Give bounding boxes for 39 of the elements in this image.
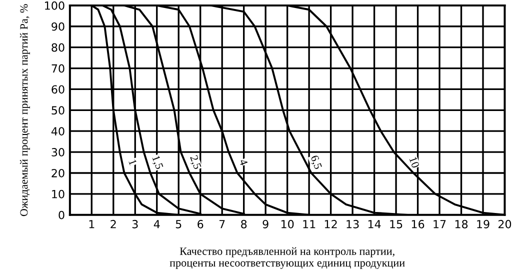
y-tick-label: 30 (52, 148, 64, 156)
y-axis-title: Ожидаемый процент принятых партий Pa, % (20, 4, 30, 216)
x-tick-label: 4 (154, 220, 160, 228)
x-tick-label: 12 (324, 220, 337, 228)
y-tick-label: 80 (52, 43, 64, 52)
x-tick-label: 11 (303, 220, 316, 228)
x-tick-label: 19 (477, 220, 490, 228)
y-tick-label: 100 (45, 1, 64, 10)
x-tick-label: 3 (132, 220, 138, 228)
text: 1,5 (150, 155, 164, 170)
y-tick-label: 40 (51, 127, 64, 136)
y-tick-label: 20 (52, 168, 64, 178)
text: 6,5 (309, 154, 322, 170)
x-tick-label: 14 (368, 220, 381, 228)
text: 4 (239, 158, 248, 166)
y-tick-label: 70 (52, 64, 64, 73)
text: 10 (409, 156, 420, 168)
x-tick-label: 17 (434, 220, 446, 228)
x-tick-label: 2 (110, 220, 116, 228)
x-tick-label: 5 (176, 220, 182, 228)
x-tick-label: 7 (219, 220, 225, 228)
y-tick-label: 0 (58, 210, 64, 220)
y-tick-label: 50 (52, 106, 64, 115)
y-tick-label: 60 (52, 85, 64, 94)
x-tick-label: 1 (89, 220, 94, 228)
x-tick-label: 15 (390, 220, 402, 228)
x-tick-label: 6 (198, 220, 204, 228)
y-tick-label: 90 (52, 22, 64, 31)
y-tick-label: 10 (52, 190, 64, 198)
x-tick-label: 18 (455, 220, 468, 228)
x-tick-label: 10 (281, 220, 294, 228)
x-tick-label: 13 (346, 220, 359, 228)
x-tick-label: 16 (412, 220, 424, 228)
x-axis-title: Качество предъявленной на контроль партии, проценты несоответствующих единиц продукции (170, 247, 405, 269)
x-tick-label: 8 (241, 220, 247, 228)
text: 1 (128, 159, 137, 166)
text: 2,5 (188, 154, 202, 170)
x-tick-label: 20 (498, 220, 512, 228)
x-tick-label: 9 (262, 220, 268, 228)
